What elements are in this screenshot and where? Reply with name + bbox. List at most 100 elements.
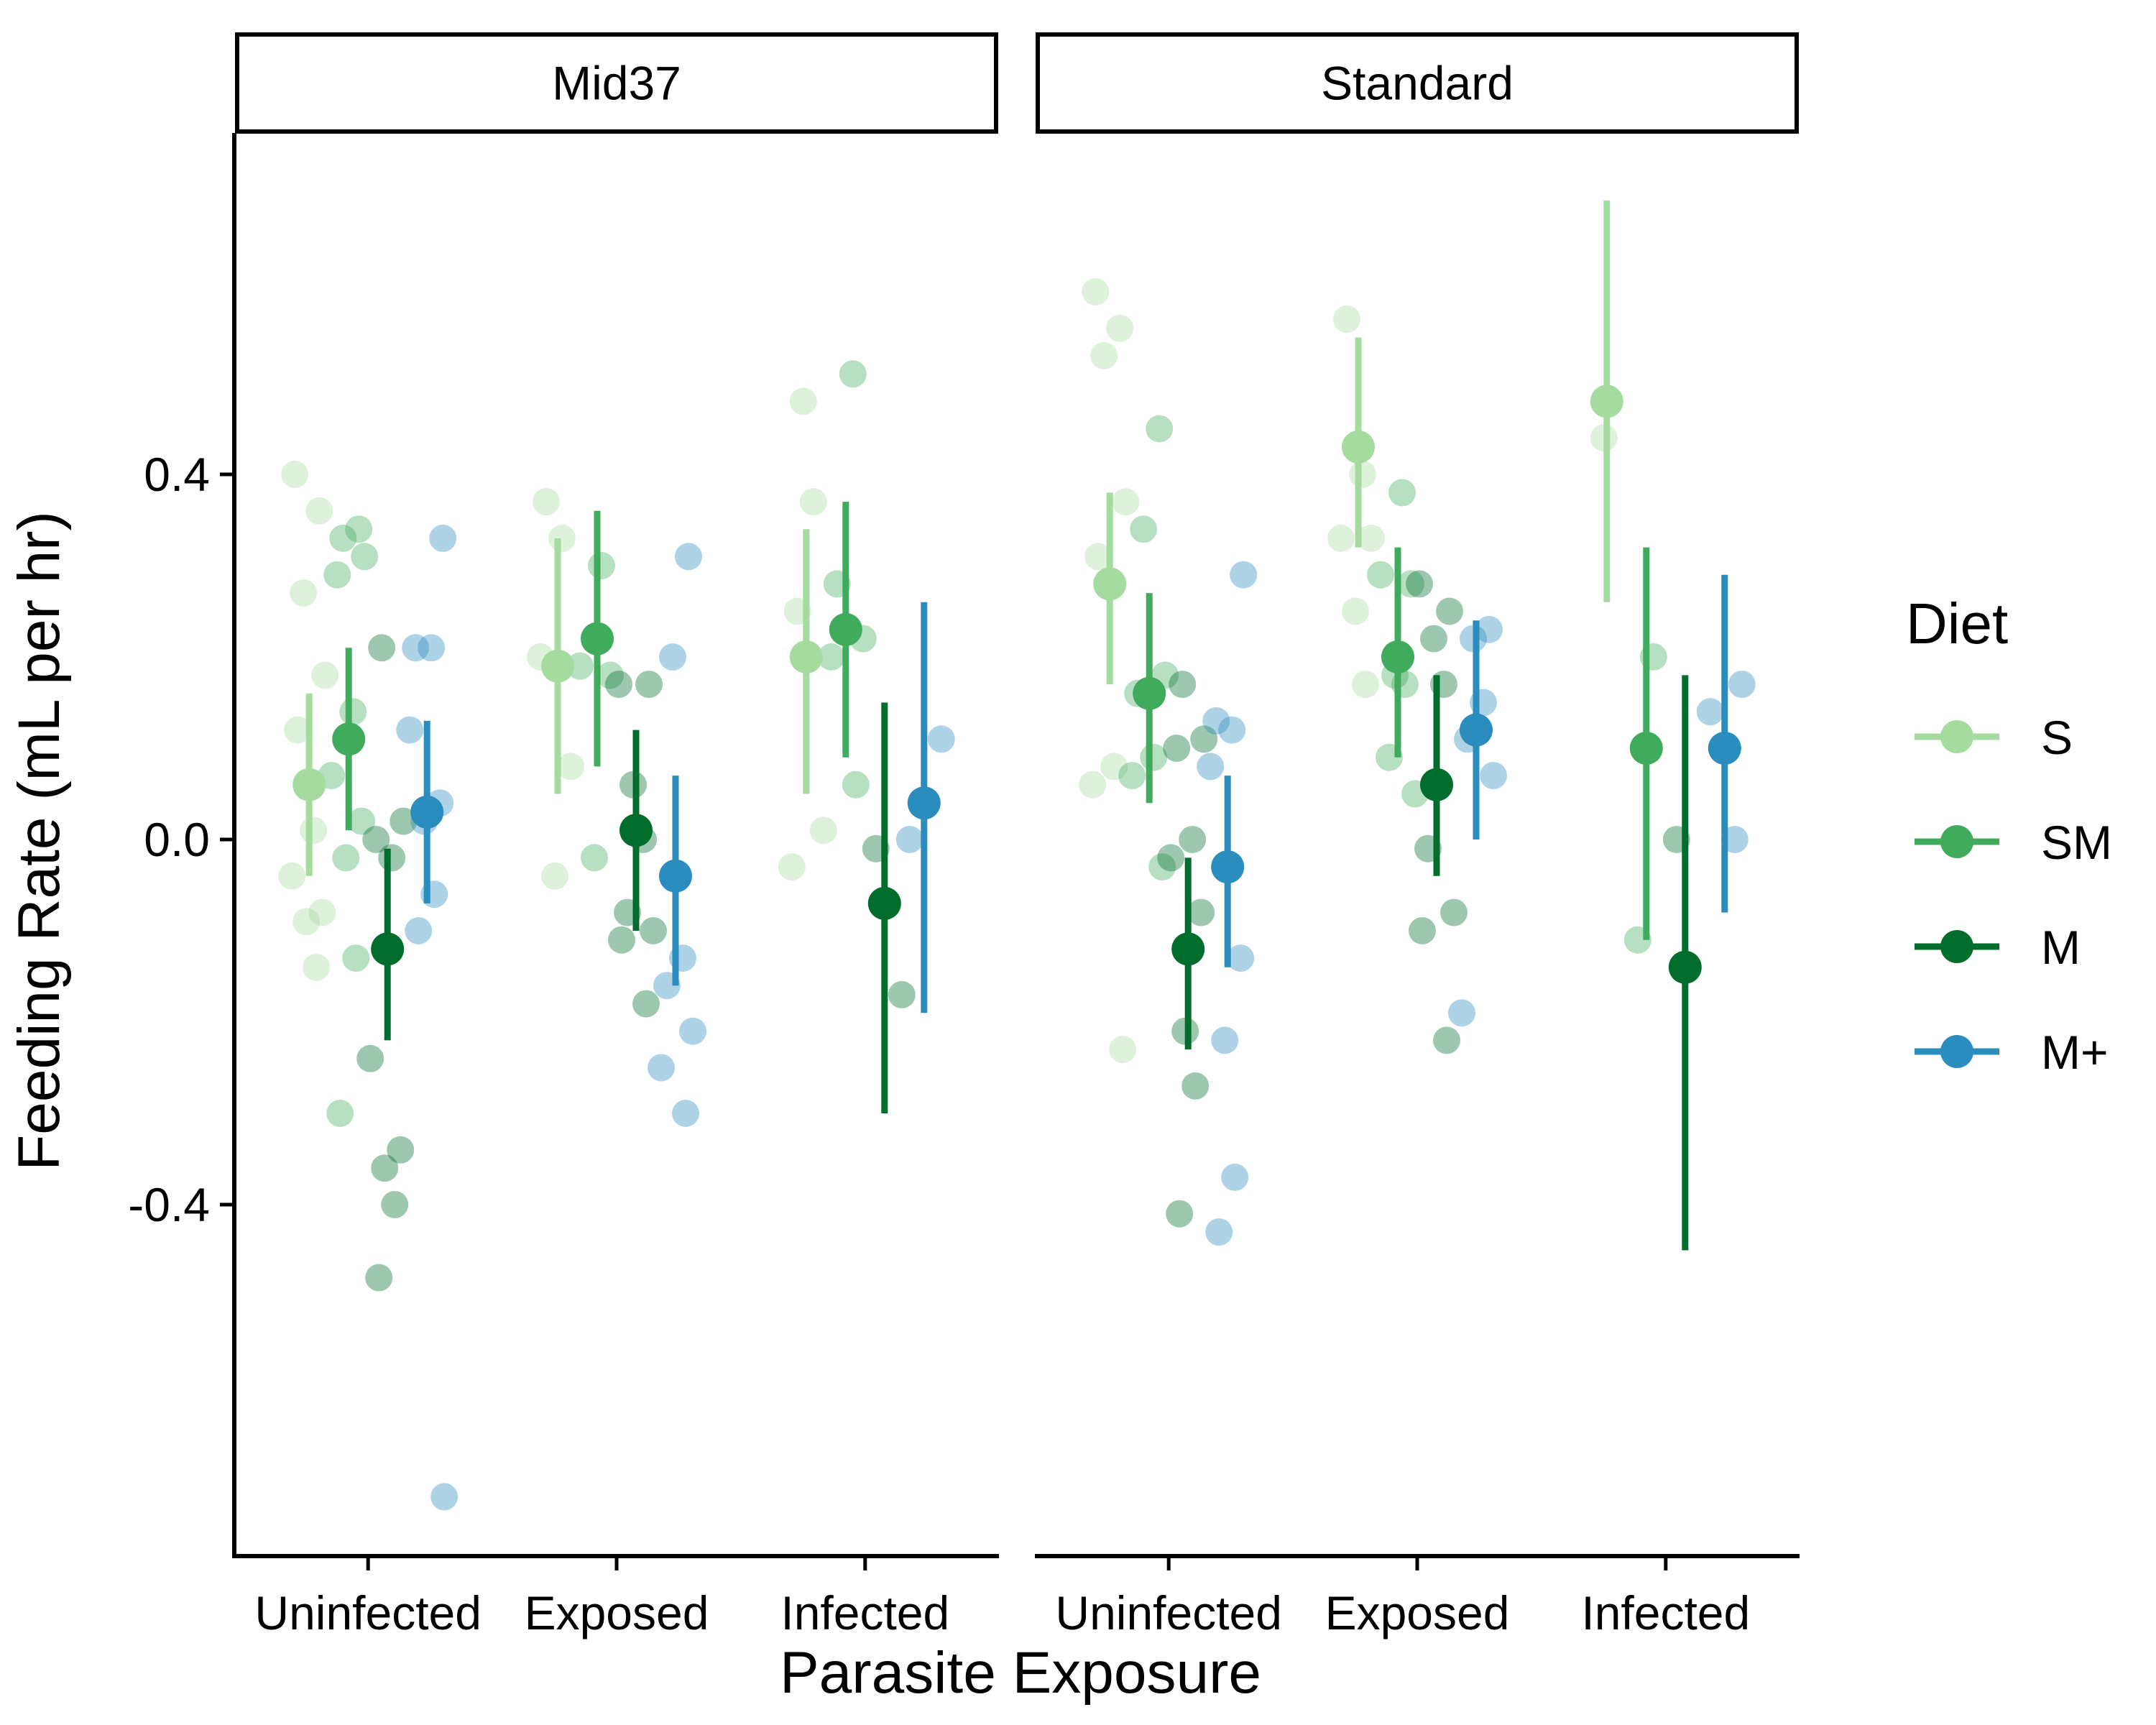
data-point [362, 826, 390, 853]
data-point [635, 671, 663, 699]
data-point [659, 643, 686, 671]
data-point [541, 862, 568, 890]
legend-key-point [1940, 825, 1973, 858]
data-point [387, 1136, 415, 1164]
data-point [390, 807, 418, 835]
data-point [311, 661, 339, 689]
data-point [405, 917, 433, 944]
x-tick-label: Exposed [525, 1586, 709, 1639]
data-point [581, 844, 608, 872]
data-point [1179, 826, 1207, 853]
data-point [799, 488, 827, 516]
data-point [378, 844, 406, 872]
data-point [533, 488, 560, 516]
data-point [368, 634, 396, 662]
mean-point [907, 786, 941, 820]
mean-point [867, 886, 901, 920]
mean-point [410, 795, 444, 829]
data-point [648, 1054, 675, 1082]
data-point [1109, 1036, 1137, 1064]
summary-marks [292, 502, 941, 1113]
data-point [842, 770, 870, 799]
data-point [1448, 999, 1475, 1027]
mean-point [659, 859, 692, 893]
data-point [789, 387, 817, 415]
data-point [342, 944, 370, 972]
data-point [1079, 770, 1107, 799]
data-point [1433, 1026, 1460, 1054]
data-point [1190, 725, 1218, 753]
summary-marks [1093, 201, 1741, 1251]
data-point [605, 671, 632, 699]
data-point [1420, 625, 1447, 653]
data-point [548, 524, 576, 552]
mean-point [371, 932, 405, 966]
mean-point [619, 814, 653, 847]
mean-point [1629, 732, 1663, 765]
data-point [888, 980, 916, 1008]
data-point [418, 634, 446, 662]
x-axis-title: Parasite Exposure [780, 1640, 1261, 1706]
legend-title: Diet [1906, 592, 2008, 656]
mean-point [829, 612, 862, 646]
mean-point [1381, 640, 1414, 673]
data-point [679, 1017, 706, 1045]
data-point [1130, 515, 1158, 543]
data-point [557, 753, 584, 781]
data-point [1349, 461, 1376, 488]
data-point [1218, 716, 1246, 744]
mean-point [1171, 932, 1205, 966]
data-point [1106, 314, 1134, 342]
data-point [1082, 278, 1110, 305]
data-point [1696, 698, 1724, 726]
data-point [429, 524, 457, 552]
legend: Diet S SM M M+ [1906, 592, 2112, 1079]
data-point [284, 716, 312, 744]
panels-layer: Mid37 Uninfected Exposed Infected Standard Un… [128, 32, 1800, 1639]
data-point [596, 661, 624, 689]
data-point [1367, 561, 1394, 589]
data-point [308, 898, 336, 926]
data-point [1388, 479, 1416, 507]
data-point [566, 652, 594, 680]
data-point [371, 1154, 399, 1182]
data-point [281, 461, 309, 488]
legend-label: SM [2041, 816, 2112, 869]
data-point [396, 716, 424, 744]
data-point [1221, 1163, 1249, 1191]
x-tick-label: Uninfected [254, 1586, 482, 1639]
mean-point [1668, 950, 1702, 984]
y-tick-label: 0.4 [144, 448, 210, 501]
data-point [1333, 305, 1360, 334]
mean-point [1342, 430, 1375, 464]
data-point [1197, 753, 1225, 781]
legend-key-point [1940, 720, 1973, 753]
legend-label: M+ [2041, 1026, 2109, 1079]
data-point [672, 1100, 699, 1127]
data-point [1202, 707, 1230, 735]
data-point [1358, 524, 1385, 552]
mean-point [1460, 713, 1493, 747]
mean-point [1133, 676, 1166, 710]
mean-point [1420, 768, 1453, 801]
data-point [1397, 570, 1424, 598]
x-tick-label: Infected [780, 1586, 949, 1639]
data-point [351, 543, 379, 571]
data-point [1148, 853, 1176, 881]
data-point [809, 816, 837, 845]
panel-mid37: Mid37 Uninfected Exposed Infected [234, 32, 999, 1639]
mean-point [541, 649, 574, 683]
data-point [278, 862, 306, 890]
facet-label: Mid37 [552, 57, 681, 110]
data-point [329, 524, 357, 552]
data-point [1187, 898, 1215, 926]
mean-point [1708, 732, 1741, 765]
data-point [430, 1483, 459, 1511]
data-point [356, 1044, 384, 1072]
data-point [1352, 671, 1379, 699]
legend-label: M [2041, 921, 2081, 974]
data-point [1440, 898, 1468, 926]
data-point [1112, 488, 1140, 516]
